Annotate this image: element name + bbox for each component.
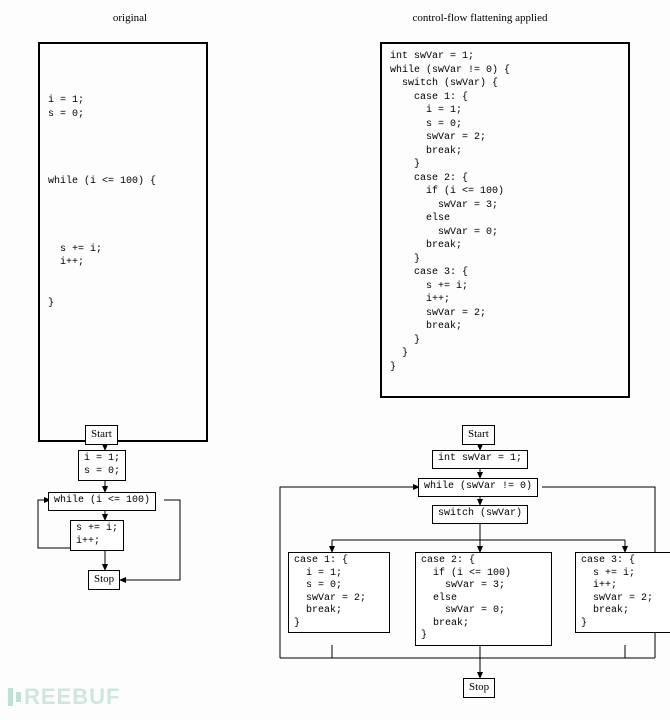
right-code-box: int swVar = 1; while (swVar != 0) { swit… <box>380 42 630 398</box>
right-title: control-flow flattening applied <box>370 12 590 24</box>
right-flow-case1: case 1: { i = 1; s = 0; swVar = 2; break… <box>288 552 390 633</box>
right-flow-stop: Stop <box>463 678 495 698</box>
right-flow-init: int swVar = 1; <box>432 450 528 469</box>
left-flow-start: Start <box>85 425 118 445</box>
right-flow-while: while (swVar != 0) <box>418 478 538 497</box>
watermark-bar-icon <box>16 692 21 702</box>
watermark: REEBUF <box>8 684 120 710</box>
right-flow-start: Start <box>462 425 495 445</box>
right-flow-switch: switch (swVar) <box>432 505 528 524</box>
right-flow-case2: case 2: { if (i <= 100) swVar = 3; else … <box>415 552 552 646</box>
left-title: original <box>70 12 190 24</box>
watermark-bar-icon <box>8 688 13 706</box>
left-code-box: i = 1; s = 0; while (i <= 100) { s += i;… <box>38 42 208 442</box>
right-flow-case3: case 3: { s += i; i++; swVar = 2; break;… <box>575 552 670 633</box>
left-flow-stop: Stop <box>88 570 120 590</box>
left-flow-init: i = 1; s = 0; <box>78 450 126 481</box>
left-flow-body: s += i; i++; <box>70 520 124 551</box>
watermark-text: REEBUF <box>24 684 120 710</box>
left-flow-cond: while (i <= 100) <box>48 492 156 511</box>
